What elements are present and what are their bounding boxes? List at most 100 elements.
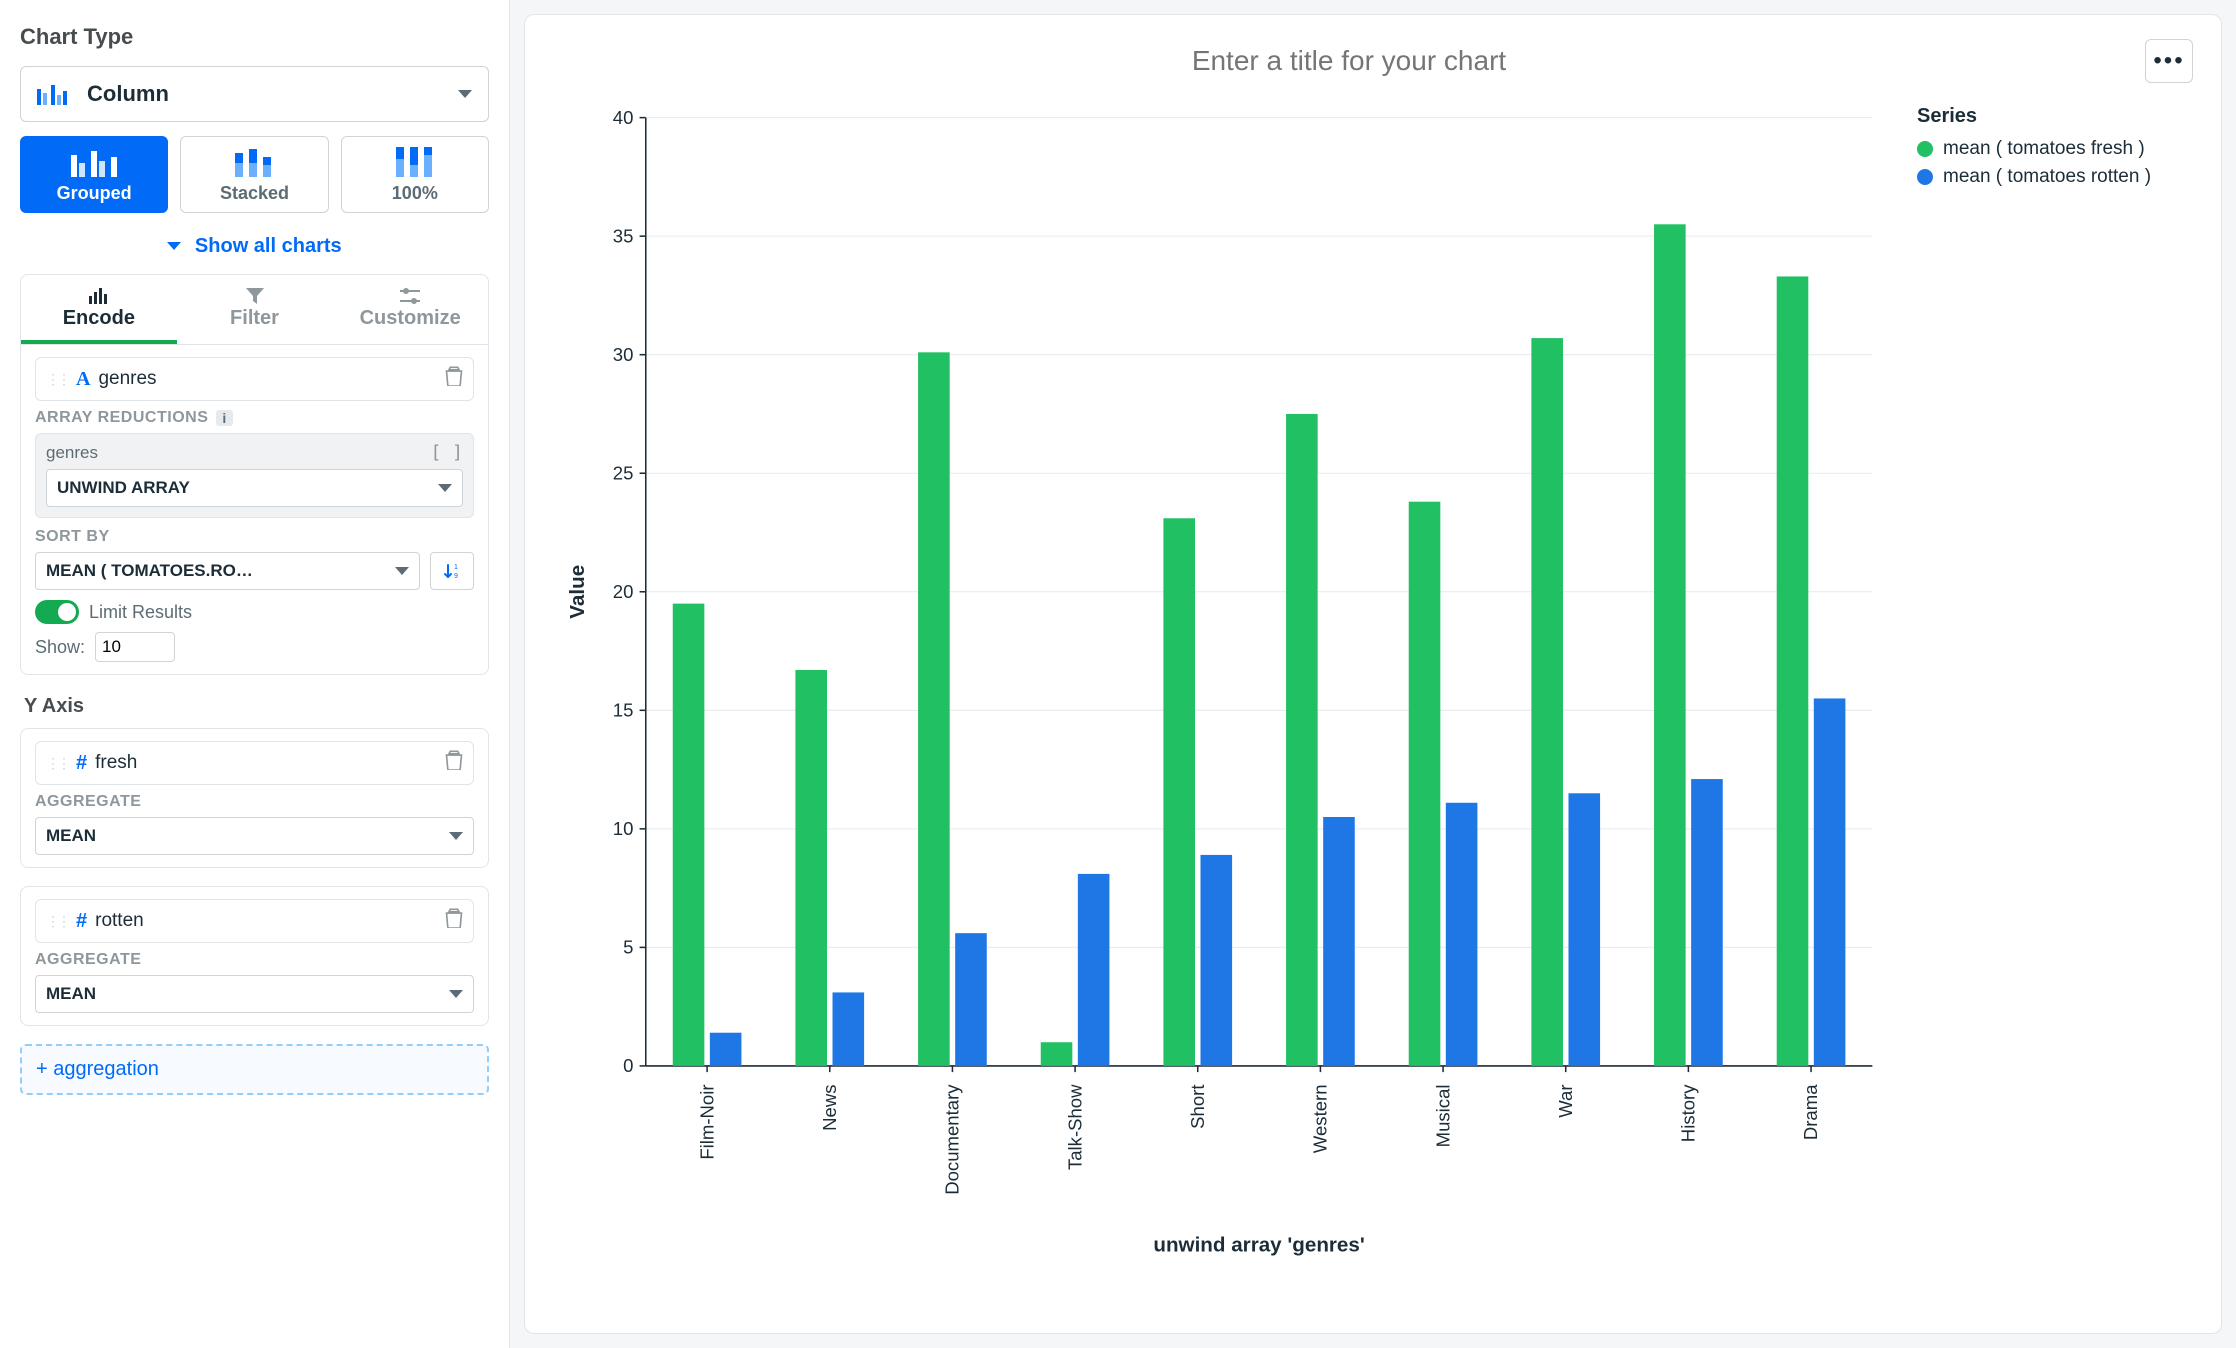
limit-results-toggle[interactable]: [35, 600, 79, 624]
drag-handle-icon[interactable]: ⋮⋮: [46, 913, 68, 930]
select-value: MEAN ( TOMATOES.RO…: [46, 561, 395, 581]
show-all-charts[interactable]: Show all charts: [20, 227, 489, 274]
bar[interactable]: [918, 352, 950, 1066]
sidebar: Chart Type Column Grouped: [0, 0, 510, 1348]
chart-title-input[interactable]: [553, 35, 2145, 87]
svg-text:unwind array 'genres': unwind array 'genres': [1153, 1233, 1364, 1256]
svg-text:9: 9: [454, 573, 458, 580]
chevron-down-icon: [458, 90, 472, 98]
more-options-button[interactable]: •••: [2145, 39, 2193, 83]
type-badge-number: #: [76, 910, 87, 933]
tab-encode[interactable]: Encode: [21, 275, 177, 344]
more-icon: •••: [2153, 47, 2184, 75]
legend-label: mean ( tomatoes fresh ): [1943, 138, 2145, 160]
aggregate-select[interactable]: MEAN: [35, 817, 474, 855]
svg-text:Drama: Drama: [1800, 1084, 1821, 1140]
aggregate-label: AGGREGATE: [35, 793, 474, 811]
bar[interactable]: [1286, 414, 1318, 1066]
legend-swatch: [1917, 141, 1933, 157]
show-input[interactable]: [95, 632, 175, 662]
legend-item[interactable]: mean ( tomatoes rotten ): [1917, 166, 2193, 188]
subtype-label: Stacked: [181, 183, 327, 204]
svg-text:35: 35: [613, 225, 634, 246]
legend-item[interactable]: mean ( tomatoes fresh ): [1917, 138, 2193, 160]
filter-icon: [246, 287, 264, 305]
subtype-label: 100%: [342, 183, 488, 204]
bar[interactable]: [1078, 874, 1110, 1066]
bar[interactable]: [1041, 1042, 1073, 1066]
svg-text:Film-Noir: Film-Noir: [696, 1084, 717, 1159]
xaxis-field-pill[interactable]: ⋮⋮ A genres: [35, 357, 474, 401]
svg-text:5: 5: [623, 937, 633, 958]
chart-area: 0510152025303540ValueFilm-NoirNewsDocume…: [553, 97, 1893, 1313]
bar[interactable]: [673, 604, 705, 1066]
column-chart-icon: [37, 83, 73, 105]
show-label: Show:: [35, 637, 85, 658]
sort-select[interactable]: MEAN ( TOMATOES.RO…: [35, 552, 420, 590]
legend-title: Series: [1917, 105, 2193, 128]
bar[interactable]: [955, 933, 987, 1066]
field-label: fresh: [95, 752, 445, 774]
bar[interactable]: [1691, 779, 1723, 1066]
bar[interactable]: [1409, 502, 1441, 1066]
tab-customize[interactable]: Customize: [332, 275, 488, 344]
info-icon[interactable]: i: [216, 410, 232, 426]
svg-text:Short: Short: [1187, 1084, 1208, 1129]
yfield-pill[interactable]: ⋮⋮ # rotten: [35, 899, 474, 943]
svg-text:10: 10: [613, 818, 634, 839]
tab-label: Encode: [63, 307, 135, 329]
svg-text:25: 25: [613, 462, 634, 483]
svg-text:20: 20: [613, 581, 634, 602]
trash-icon[interactable]: [445, 366, 463, 392]
bar[interactable]: [795, 670, 827, 1066]
bar[interactable]: [1814, 698, 1846, 1065]
chart-type-value: Column: [87, 81, 458, 107]
chevron-down-icon: [449, 832, 463, 840]
chart-type-dropdown[interactable]: Column: [20, 66, 489, 122]
bar[interactable]: [1446, 803, 1478, 1066]
bar[interactable]: [1323, 817, 1355, 1066]
bar[interactable]: [1200, 855, 1232, 1066]
unwind-select[interactable]: UNWIND ARRAY: [46, 469, 463, 507]
grouped-icon: [69, 147, 119, 177]
trash-icon[interactable]: [445, 750, 463, 776]
bar[interactable]: [710, 1033, 742, 1066]
chevron-down-icon: [449, 990, 463, 998]
yfield-panel-0: ⋮⋮ # fresh AGGREGATE MEAN: [20, 728, 489, 868]
chevron-down-icon: [395, 567, 409, 575]
svg-text:1: 1: [454, 564, 458, 571]
svg-text:Talk-Show: Talk-Show: [1064, 1084, 1085, 1170]
add-aggregation-button[interactable]: + aggregation: [20, 1044, 489, 1095]
drag-handle-icon[interactable]: ⋮⋮: [46, 755, 68, 772]
chart-wrap: 0510152025303540ValueFilm-NoirNewsDocume…: [553, 97, 2193, 1313]
bar[interactable]: [1777, 276, 1809, 1065]
yfield-panel-1: ⋮⋮ # rotten AGGREGATE MEAN: [20, 886, 489, 1026]
drag-handle-icon[interactable]: ⋮⋮: [46, 371, 68, 388]
yfield-pill[interactable]: ⋮⋮ # fresh: [35, 741, 474, 785]
sort-direction-button[interactable]: 1 9: [430, 552, 474, 590]
encode-panel: Encode Filter Customize ⋮⋮ A genres A: [20, 274, 489, 675]
bar[interactable]: [1654, 224, 1686, 1066]
type-badge-number: #: [76, 752, 87, 775]
svg-text:15: 15: [613, 699, 634, 720]
show-all-link[interactable]: Show all charts: [195, 235, 342, 257]
chart-subtype-row: Grouped Stacked 100%: [20, 136, 489, 213]
100pct-icon: [390, 147, 440, 177]
legend-swatch: [1917, 169, 1933, 185]
subtype-grouped[interactable]: Grouped: [20, 136, 168, 213]
yaxis-section-label: Y Axis: [24, 695, 489, 718]
limit-results-label: Limit Results: [89, 602, 192, 623]
bar[interactable]: [833, 992, 865, 1065]
subtype-100pct[interactable]: 100%: [341, 136, 489, 213]
select-value: MEAN: [46, 984, 449, 1004]
chevron-down-icon: [167, 242, 181, 250]
trash-icon[interactable]: [445, 908, 463, 934]
svg-text:Value: Value: [566, 565, 589, 619]
svg-text:30: 30: [613, 344, 634, 365]
tab-filter[interactable]: Filter: [177, 275, 333, 344]
bar[interactable]: [1531, 338, 1563, 1066]
aggregate-select[interactable]: MEAN: [35, 975, 474, 1013]
bar[interactable]: [1568, 793, 1600, 1066]
subtype-stacked[interactable]: Stacked: [180, 136, 328, 213]
bar[interactable]: [1163, 518, 1195, 1066]
